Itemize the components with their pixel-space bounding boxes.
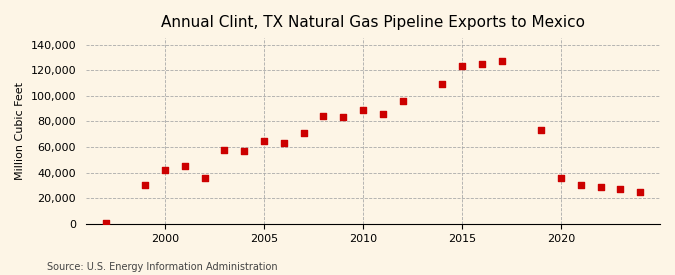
Point xyxy=(575,183,586,188)
Point xyxy=(437,82,448,86)
Point xyxy=(338,115,349,120)
Text: Source: U.S. Energy Information Administration: Source: U.S. Energy Information Administ… xyxy=(47,262,278,272)
Point xyxy=(219,147,230,152)
Point xyxy=(239,148,250,153)
Point xyxy=(615,187,626,191)
Point xyxy=(199,175,210,180)
Title: Annual Clint, TX Natural Gas Pipeline Exports to Mexico: Annual Clint, TX Natural Gas Pipeline Ex… xyxy=(161,15,585,30)
Point xyxy=(318,114,329,119)
Point xyxy=(180,164,190,168)
Y-axis label: Million Cubic Feet: Million Cubic Feet xyxy=(15,82,25,180)
Point xyxy=(101,221,111,225)
Point xyxy=(377,111,388,116)
Point xyxy=(298,131,309,135)
Point xyxy=(279,141,290,145)
Point xyxy=(556,175,566,180)
Point xyxy=(358,108,369,112)
Point xyxy=(160,168,171,172)
Point xyxy=(140,183,151,188)
Point xyxy=(595,185,606,189)
Point xyxy=(634,189,645,194)
Point xyxy=(259,138,269,143)
Point xyxy=(496,59,507,63)
Point xyxy=(477,62,487,66)
Point xyxy=(536,128,547,133)
Point xyxy=(456,64,467,68)
Point xyxy=(398,99,408,103)
